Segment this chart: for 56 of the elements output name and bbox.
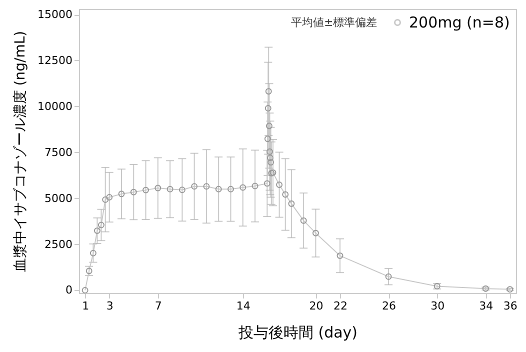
point: [336, 252, 344, 259]
point: [266, 148, 273, 155]
point: [94, 227, 100, 234]
point: [264, 180, 270, 187]
x-tick-label: 7: [154, 300, 162, 312]
point: [385, 273, 392, 280]
x-tick-label: 1: [82, 300, 90, 312]
point: [288, 200, 295, 207]
point: [154, 184, 162, 192]
point: [142, 186, 150, 194]
point: [266, 122, 272, 130]
point: [166, 186, 174, 192]
point: [215, 186, 222, 192]
point: [266, 154, 274, 162]
point: [268, 159, 274, 166]
point: [264, 136, 271, 142]
point: [300, 217, 307, 224]
x-tick-label: 20: [309, 300, 324, 312]
y-tick-label: 12500: [38, 54, 72, 67]
y-tick-label: 0: [66, 284, 72, 297]
point: [265, 88, 272, 95]
point: [106, 194, 113, 200]
y-axis-title: 血漿中イサブコナゾール濃度 (ng/mL): [12, 30, 29, 272]
x-tick-label: 34: [479, 300, 494, 312]
point: [312, 230, 319, 236]
point: [118, 190, 125, 198]
point: [130, 188, 137, 196]
y-tick-label: 2500: [44, 238, 72, 251]
point: [203, 183, 210, 190]
point: [240, 184, 246, 191]
point: [506, 286, 514, 293]
point: [191, 183, 198, 190]
x-tick-label: 3: [106, 300, 114, 312]
point: [264, 105, 272, 112]
y-tick-label: 7500: [44, 146, 72, 159]
point: [282, 191, 289, 198]
x-tick-label: 22: [333, 300, 348, 312]
point: [178, 186, 186, 194]
x-tick-label: 14: [236, 300, 250, 312]
point: [276, 181, 283, 188]
x-tick-label: 30: [430, 300, 445, 312]
point: [252, 182, 258, 190]
point: [102, 196, 109, 203]
y-tick-label: 10000: [38, 100, 72, 113]
y-tick-label: 15000: [38, 8, 72, 22]
legend-title: 平均値±標準偏差: [291, 16, 378, 29]
point: [227, 186, 234, 192]
y-tick-label: 5000: [44, 192, 72, 205]
point: [90, 250, 96, 256]
x-tick-label: 26: [382, 300, 396, 312]
point: [82, 287, 88, 294]
point: [98, 222, 104, 228]
legend-label: 200mg (n=8): [409, 14, 510, 32]
x-tick-label: 36: [503, 300, 518, 312]
x-axis-title: 投与後時間 (day): [237, 324, 358, 342]
point: [86, 268, 92, 274]
